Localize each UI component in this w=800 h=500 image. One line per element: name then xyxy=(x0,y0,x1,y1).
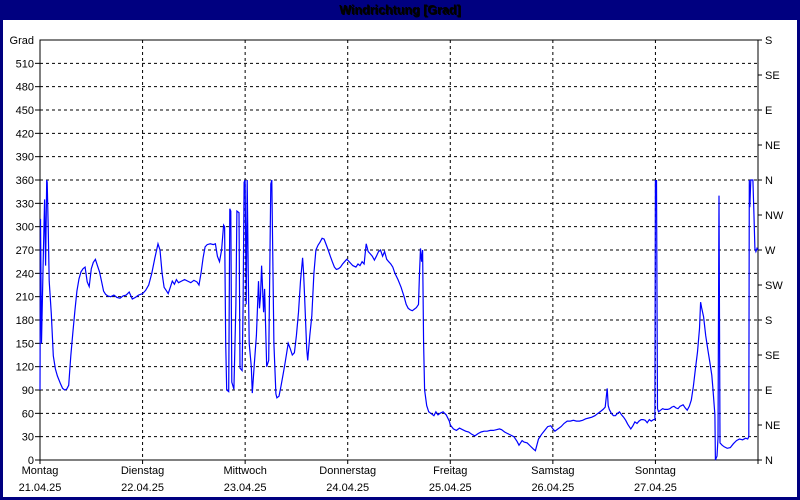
wind-direction-line xyxy=(39,179,759,461)
x-day-label: Samstag xyxy=(531,465,574,477)
x-day-label: Dienstag xyxy=(121,465,164,477)
y-left-tick-label: 420 xyxy=(16,128,34,140)
y-left-tick-label: 450 xyxy=(16,105,34,117)
x-date-label: 23.04.25 xyxy=(224,482,267,494)
y-right-tick-label: NE xyxy=(765,140,780,152)
y-left-tick-label: 30 xyxy=(22,432,34,444)
x-date-label: 27.04.25 xyxy=(634,482,677,494)
x-date-label: 24.04.25 xyxy=(326,482,369,494)
y-right-tick-label: N xyxy=(765,175,773,187)
x-day-label: Mittwoch xyxy=(223,465,266,477)
y-left-tick-label: 480 xyxy=(16,82,34,94)
x-date-label: 26.04.25 xyxy=(531,482,574,494)
chart-background xyxy=(3,20,797,497)
y-right-tick-label: S xyxy=(765,315,772,327)
y-right-tick-label: NW xyxy=(765,210,784,222)
y-right-tick-label: W xyxy=(765,245,776,257)
y-right-tick-label: SE xyxy=(765,70,780,82)
y-right-tick-label: E xyxy=(765,385,772,397)
y-left-tick-label: 60 xyxy=(22,408,34,420)
x-day-label: Freitag xyxy=(433,465,467,477)
x-date-label: 25.04.25 xyxy=(429,482,472,494)
y-right-tick-label: SE xyxy=(765,350,780,362)
y-right-tick-label: N xyxy=(765,455,773,467)
y-left-tick-label: 510 xyxy=(16,58,34,70)
y-right-tick-label: E xyxy=(765,105,772,117)
y-left-tick-label: 270 xyxy=(16,245,34,257)
y-left-tick-label: 300 xyxy=(16,222,34,234)
plot-area: 0 30 60 90 120 150 180 210 240 270 300 330 360 390 420… xyxy=(10,35,784,494)
y-right-tick-label: S xyxy=(765,35,772,47)
y-left-tick-label: 390 xyxy=(16,152,34,164)
x-date-label: 21.04.25 xyxy=(19,482,62,494)
x-day-label: Montag xyxy=(22,465,59,477)
y-left-tick-label: 0 xyxy=(28,455,34,467)
window-title-shadow: Windrichtung [Grad] xyxy=(340,4,461,18)
y-left-tick-label: 180 xyxy=(16,315,34,327)
y-right-tick-label: NE xyxy=(765,420,780,432)
window-title: Windrichtung [Grad] xyxy=(339,3,460,17)
y-left-tick-label: 210 xyxy=(16,292,34,304)
x-day-label: Donnerstag xyxy=(319,465,376,477)
y-left-tick-label: 150 xyxy=(16,338,34,350)
y-right-tick-label: SW xyxy=(765,280,783,292)
y-left-tick-label: 360 xyxy=(16,175,34,187)
y-left-tick-label: 120 xyxy=(16,362,34,374)
y-axis-left-unit-label: Grad xyxy=(10,35,34,47)
x-date-label: 22.04.25 xyxy=(121,482,164,494)
y-left-tick-label: 240 xyxy=(16,268,34,280)
y-left-tick-label: 90 xyxy=(22,385,34,397)
y-left-tick-label: 330 xyxy=(16,198,34,210)
x-day-label: Sonntag xyxy=(635,465,676,477)
